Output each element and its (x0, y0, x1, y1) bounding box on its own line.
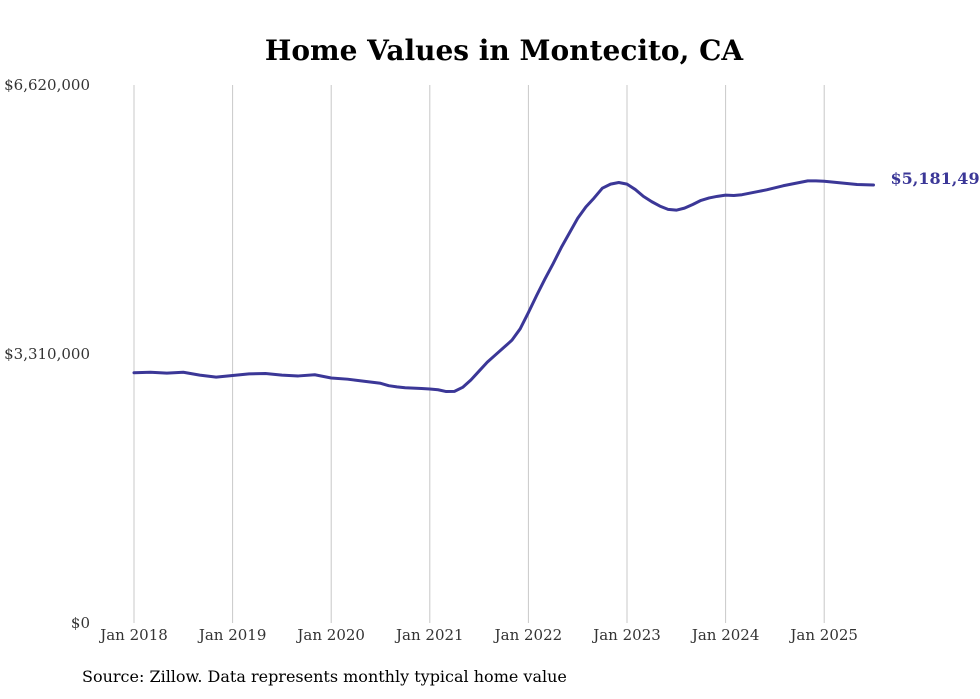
x-tick-label: Jan 2022 (493, 626, 563, 644)
series-line-home-values (132, 179, 875, 394)
x-tick-label: Jan 2025 (788, 626, 858, 644)
x-tick-label: Jan 2019 (197, 626, 267, 644)
source-note: Source: Zillow. Data represents monthly … (82, 667, 567, 686)
x-axis-ticks: Jan 2018 Jan 2019 Jan 2020 Jan 2021 Jan 2022… (98, 626, 858, 644)
y-tick-label: $3,310,000 (4, 345, 90, 363)
y-axis-ticks: $6,620,000 $3,310,000 $0 (4, 76, 90, 632)
y-tick-label: $6,620,000 (4, 76, 90, 94)
end-value-label: $5,181,493 (891, 169, 980, 188)
x-tick-label: Jan 2021 (394, 626, 464, 644)
x-tick-label: Jan 2023 (591, 626, 661, 644)
y-tick-label: $0 (71, 614, 90, 632)
x-tick-label: Jan 2024 (690, 626, 760, 644)
x-tick-label: Jan 2018 (98, 626, 168, 644)
chart-title: Home Values in Montecito, CA (265, 34, 745, 67)
x-tick-label: Jan 2020 (295, 626, 365, 644)
gridlines (133, 85, 825, 623)
